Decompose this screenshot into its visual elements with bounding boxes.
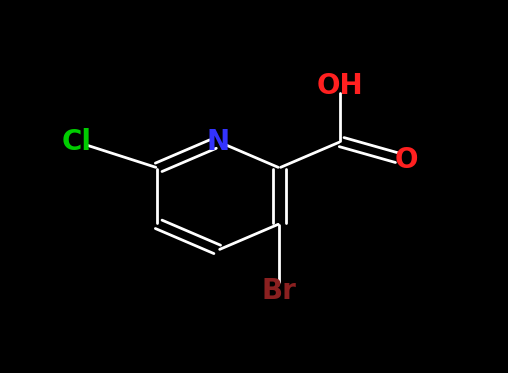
Text: N: N	[207, 128, 230, 156]
Text: O: O	[395, 146, 418, 175]
Text: OH: OH	[317, 72, 364, 100]
Text: Cl: Cl	[61, 128, 91, 156]
Text: Br: Br	[262, 277, 297, 305]
